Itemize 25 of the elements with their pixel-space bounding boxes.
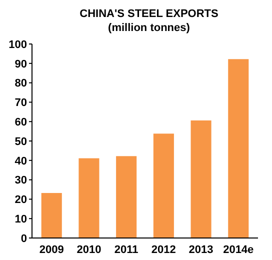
y-tick-label: 10 <box>14 213 27 226</box>
chart-subtitle: (million tonnes) <box>108 22 190 34</box>
bar <box>190 120 212 238</box>
y-tick-label: 0 <box>20 232 27 245</box>
y-tick-label: 20 <box>14 194 27 206</box>
y-tick-label: 80 <box>14 78 27 90</box>
y-tick-label: 40 <box>14 155 27 168</box>
x-tick-label: 2011 <box>114 244 138 256</box>
bar <box>116 156 137 238</box>
x-tick-label: 2010 <box>76 244 102 256</box>
x-tick-label: 2014e <box>223 244 254 256</box>
bar <box>228 59 249 238</box>
y-tick-label: 90 <box>14 58 27 70</box>
x-tick-label: 2012 <box>151 244 176 256</box>
y-tick-label: 60 <box>14 116 27 128</box>
bar <box>153 134 174 238</box>
y-tick-label: 70 <box>14 97 27 110</box>
y-tick-label: 30 <box>14 174 27 187</box>
y-tick-label: 50 <box>14 136 27 148</box>
x-tick-label: 2009 <box>39 244 64 256</box>
bar <box>41 192 62 238</box>
x-tick-label: 2013 <box>188 244 214 256</box>
chart-title: CHINA'S STEEL EXPORTS <box>80 8 218 20</box>
bar <box>78 158 100 238</box>
y-tick-label: 100 <box>8 38 27 51</box>
